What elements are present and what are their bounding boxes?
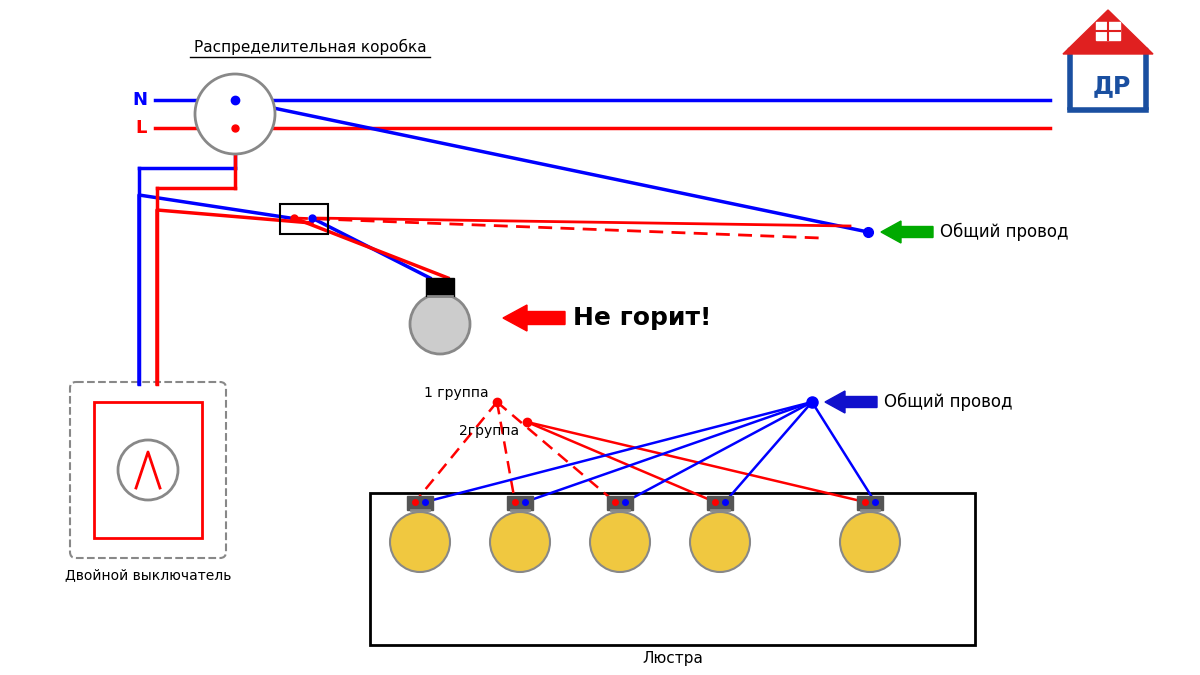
Bar — [707, 496, 733, 510]
Bar — [508, 496, 533, 510]
Bar — [370, 493, 974, 645]
Text: Распределительная коробка: Распределительная коробка — [193, 39, 426, 55]
Text: ДР: ДР — [1093, 74, 1132, 98]
FancyArrow shape — [503, 305, 565, 331]
Circle shape — [490, 512, 550, 572]
Polygon shape — [1063, 10, 1153, 54]
FancyArrow shape — [826, 391, 877, 413]
Circle shape — [690, 512, 750, 572]
Text: Двойной выключатель: Двойной выключатель — [65, 568, 232, 582]
Bar — [280, 204, 328, 234]
Bar — [426, 278, 454, 296]
Circle shape — [194, 74, 275, 154]
Bar — [857, 496, 883, 510]
Text: N: N — [132, 91, 148, 109]
Text: Люстра: Люстра — [642, 651, 703, 666]
Circle shape — [390, 512, 450, 572]
Text: 2группа: 2группа — [458, 424, 520, 438]
Bar — [94, 402, 202, 538]
Bar — [407, 496, 433, 510]
Text: L: L — [136, 119, 148, 137]
Bar — [1096, 22, 1120, 40]
FancyArrow shape — [881, 221, 934, 243]
Text: Общий провод: Общий провод — [884, 393, 1013, 411]
Bar — [607, 496, 634, 510]
Text: 1 группа: 1 группа — [425, 386, 490, 400]
Text: Не горит!: Не горит! — [574, 306, 712, 330]
Text: Общий провод: Общий провод — [940, 223, 1068, 241]
Circle shape — [840, 512, 900, 572]
Circle shape — [410, 294, 470, 354]
Circle shape — [590, 512, 650, 572]
